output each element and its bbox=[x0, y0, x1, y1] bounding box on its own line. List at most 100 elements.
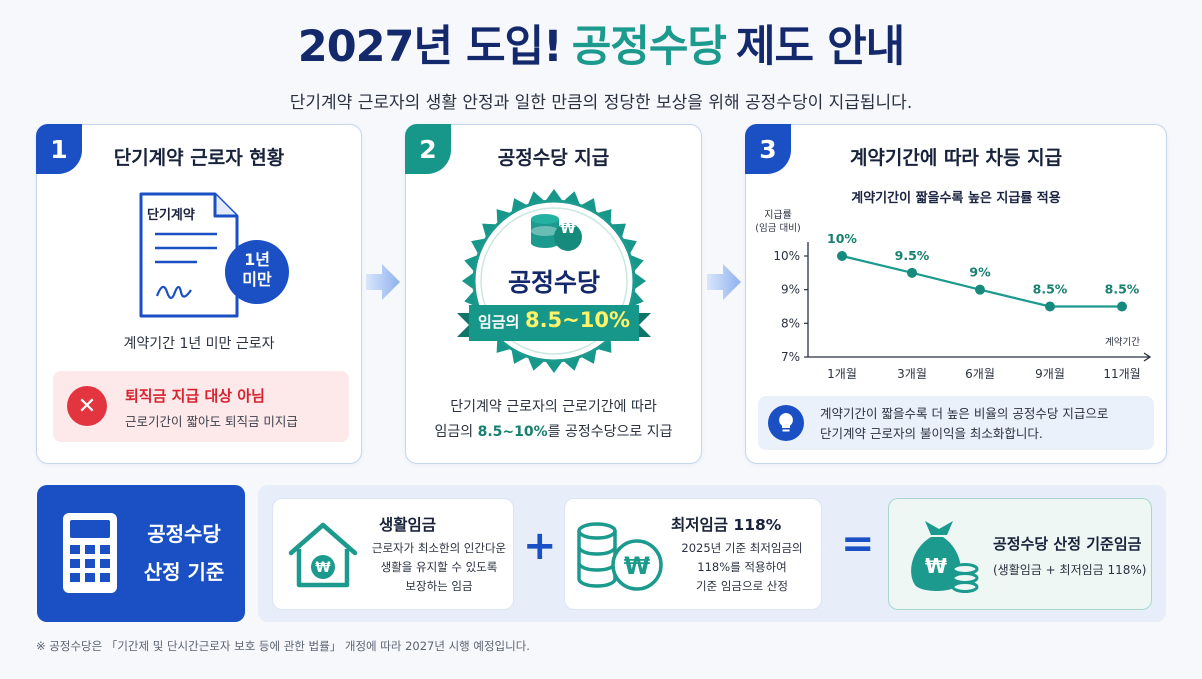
minimum-wage-card: ₩ 최저임금 118% 2025년 기준 최저임금의 118%를 적용하여 기준… bbox=[564, 498, 822, 610]
contract-document-illustration: 단기계약 1년 미만 bbox=[137, 190, 337, 334]
period-badge-line1: 1년 bbox=[244, 250, 270, 269]
step-number-badge: 2 bbox=[405, 124, 451, 174]
arrow-right-icon bbox=[707, 264, 741, 300]
data-point bbox=[837, 251, 847, 261]
won-sign-icon: ₩ bbox=[560, 221, 576, 237]
coin-stack-icon bbox=[531, 214, 582, 251]
y-axis-label: 지급률 bbox=[764, 209, 792, 221]
result-title: 공정수당 산정 기준임금 bbox=[993, 535, 1142, 553]
x-mark-icon: ✕ bbox=[67, 386, 107, 426]
svg-text:₩: ₩ bbox=[315, 560, 331, 576]
money-bag-icon: ₩ bbox=[911, 521, 979, 593]
x-tick-label: 1개월 bbox=[827, 367, 857, 381]
arrow-right-icon bbox=[366, 264, 400, 300]
minimum-wage-title: 최저임금 118% bbox=[671, 516, 782, 534]
living-wage-title: 생활임금 bbox=[379, 516, 437, 534]
y-tick-label: 10% bbox=[773, 249, 800, 263]
tip-text: 계약기간이 짧을수록 더 높은 비율의 공정수당 지급으로 단기계약 근로자의 … bbox=[820, 404, 1108, 444]
description-suffix: 를 공정수당으로 지급 bbox=[547, 424, 673, 440]
y-tick-label: 8% bbox=[781, 316, 800, 330]
title-prefix: 2027년 도입! bbox=[297, 22, 563, 72]
min-desc-line2: 118%를 적용하여 bbox=[697, 560, 787, 574]
ribbon-label: 임금의 8.5~10% bbox=[469, 308, 639, 332]
calculation-basis-label: 공정수당 산정 기준 bbox=[131, 515, 237, 591]
data-point bbox=[907, 267, 917, 278]
x-tick-label: 9개월 bbox=[1035, 367, 1065, 381]
living-desc-line1: 근로자가 최소한의 인간다운 bbox=[371, 541, 507, 555]
formula-band: ₩ 생활임금 근로자가 최소한의 인간다운 생활을 유지할 수 있도록 보장하는… bbox=[258, 485, 1166, 622]
card-differential-payment: 3 계약기간에 따라 차등 지급 계약기간이 짧을수록 높은 지급률 적용 지급… bbox=[745, 124, 1167, 464]
living-wage-card: ₩ 생활임금 근로자가 최소한의 인간다운 생활을 유지할 수 있도록 보장하는… bbox=[272, 498, 514, 610]
min-desc-line1: 2025년 기준 최저임금의 bbox=[681, 541, 803, 555]
title-accent: 공정수당 bbox=[571, 22, 727, 72]
equals-operator: = bbox=[841, 521, 875, 567]
card-title: 공정수당 지급 bbox=[497, 147, 610, 169]
allowance-seal: ₩ 공정수당 임금의 8.5~10% bbox=[429, 173, 679, 387]
data-label: 8.5% bbox=[1033, 282, 1068, 297]
living-desc-line2: 생활을 유지할 수 있도록 bbox=[380, 560, 498, 574]
calculation-basis-box: 공정수당 산정 기준 bbox=[37, 485, 245, 622]
description-highlight: 8.5~10% bbox=[477, 424, 548, 440]
minimum-wage-description: 2025년 기준 최저임금의 118%를 적용하여 기준 임금으로 산정 bbox=[665, 539, 819, 596]
x-tick-label: 11개월 bbox=[1103, 367, 1140, 381]
data-label: 10% bbox=[827, 231, 857, 246]
description-line2: 임금의 8.5~10%를 공정수당으로 지급 bbox=[406, 420, 701, 445]
y-tick-label: 7% bbox=[781, 350, 800, 364]
x-tick-label: 3개월 bbox=[897, 367, 927, 381]
title-suffix: 제도 안내 bbox=[735, 22, 905, 72]
card-allowance-payment: 2 공정수당 지급 ₩ 공정수당 임금의 8.5~10% bbox=[405, 124, 702, 464]
footnote: ※ 공정수당은 「기간제 및 단시간근로자 보호 등에 관한 법률」 개정에 따… bbox=[36, 639, 530, 653]
card-caption: 계약기간 1년 미만 근로자 bbox=[123, 336, 275, 352]
data-label: 8.5% bbox=[1105, 282, 1140, 297]
card-title: 계약기간에 따라 차등 지급 bbox=[849, 147, 1063, 169]
coins-won-icon: ₩ bbox=[577, 522, 663, 591]
tip-line2: 단기계약 근로자의 불이익을 최소화합니다. bbox=[820, 426, 1043, 441]
warning-description: 근로기간이 짧아도 퇴직금 미지급 bbox=[125, 414, 298, 429]
calculator-icon bbox=[63, 513, 117, 593]
result-description: (생활임금 + 최저임금 118%) bbox=[993, 563, 1147, 577]
tip-box: 계약기간이 짧을수록 더 높은 비율의 공정수당 지급으로 단기계약 근로자의 … bbox=[758, 396, 1154, 450]
result-card: ₩ 공정수당 산정 기준임금 (생활임금 + 최저임금 118%) bbox=[888, 498, 1152, 610]
document-label: 단기계약 bbox=[147, 208, 195, 223]
living-desc-line3: 보장하는 임금 bbox=[405, 579, 473, 593]
y-axis-label-sub: (임금 대비) bbox=[755, 222, 800, 234]
seal-badge-icon bbox=[457, 189, 651, 373]
period-badge-line2: 미만 bbox=[242, 270, 272, 289]
warning-title: 퇴직금 지급 대상 아님 bbox=[125, 387, 265, 405]
page-subtitle: 단기계약 근로자의 생활 안정과 일한 만큼의 정당한 보상을 위해 공정수당이… bbox=[289, 93, 913, 113]
living-wage-description: 근로자가 최소한의 인간다운 생활을 유지할 수 있도록 보장하는 임금 bbox=[367, 539, 511, 596]
ribbon-value: 8.5~10% bbox=[524, 308, 631, 332]
data-point bbox=[1117, 301, 1127, 312]
description-line1: 단기계약 근로자의 근로기간에 따라 bbox=[450, 399, 657, 415]
y-tick-label: 9% bbox=[781, 283, 800, 297]
warning-box: ✕ 퇴직금 지급 대상 아님 근로기간이 짧아도 퇴직금 미지급 bbox=[53, 371, 349, 442]
step-number-badge: 1 bbox=[36, 124, 82, 174]
description-prefix: 임금의 bbox=[434, 424, 474, 440]
step-number-badge: 3 bbox=[745, 124, 791, 174]
contract-document-icon bbox=[139, 192, 289, 318]
data-label: 9.5% bbox=[895, 248, 930, 263]
x-tick-label: 6개월 bbox=[965, 367, 995, 381]
card-description: 단기계약 근로자의 근로기간에 따라 임금의 8.5~10%를 공정수당으로 지… bbox=[406, 395, 701, 445]
rate-line-chart: 지급률 (임금 대비) 7% 8% 9% 10% 1개월 3개월 6개월 9개월 11개월 계약기… bbox=[755, 209, 1152, 381]
svg-text:₩: ₩ bbox=[624, 552, 651, 580]
lightbulb-icon bbox=[768, 405, 804, 441]
min-desc-line3: 기준 임금으로 산정 bbox=[696, 579, 788, 593]
ribbon-prefix: 임금의 bbox=[477, 313, 520, 331]
data-point bbox=[1045, 301, 1055, 312]
tip-line1: 계약기간이 짧을수록 더 높은 비율의 공정수당 지급으로 bbox=[820, 406, 1109, 421]
plus-operator: + bbox=[523, 523, 557, 569]
period-badge: 1년 미만 bbox=[225, 250, 289, 290]
calc-label-line1: 공정수당 bbox=[147, 522, 221, 546]
seal-title: 공정수당 bbox=[507, 268, 600, 297]
svg-text:₩: ₩ bbox=[925, 554, 947, 578]
data-point bbox=[975, 284, 985, 295]
data-label: 9% bbox=[969, 265, 991, 280]
card-worker-status: 1 단기계약 근로자 현황 단기계약 1년 미만 계약기간 1년 미만 근로자 … bbox=[36, 124, 362, 464]
chart-title: 계약기간이 짧을수록 높은 지급률 적용 bbox=[851, 191, 1061, 206]
x-axis-arrow bbox=[1143, 352, 1152, 362]
series-line bbox=[841, 254, 1122, 308]
page-title: 2027년 도입! 공정수당 제도 안내 bbox=[0, 12, 1202, 74]
house-icon: ₩ bbox=[288, 522, 358, 588]
card-title: 단기계약 근로자 현황 bbox=[113, 147, 285, 169]
